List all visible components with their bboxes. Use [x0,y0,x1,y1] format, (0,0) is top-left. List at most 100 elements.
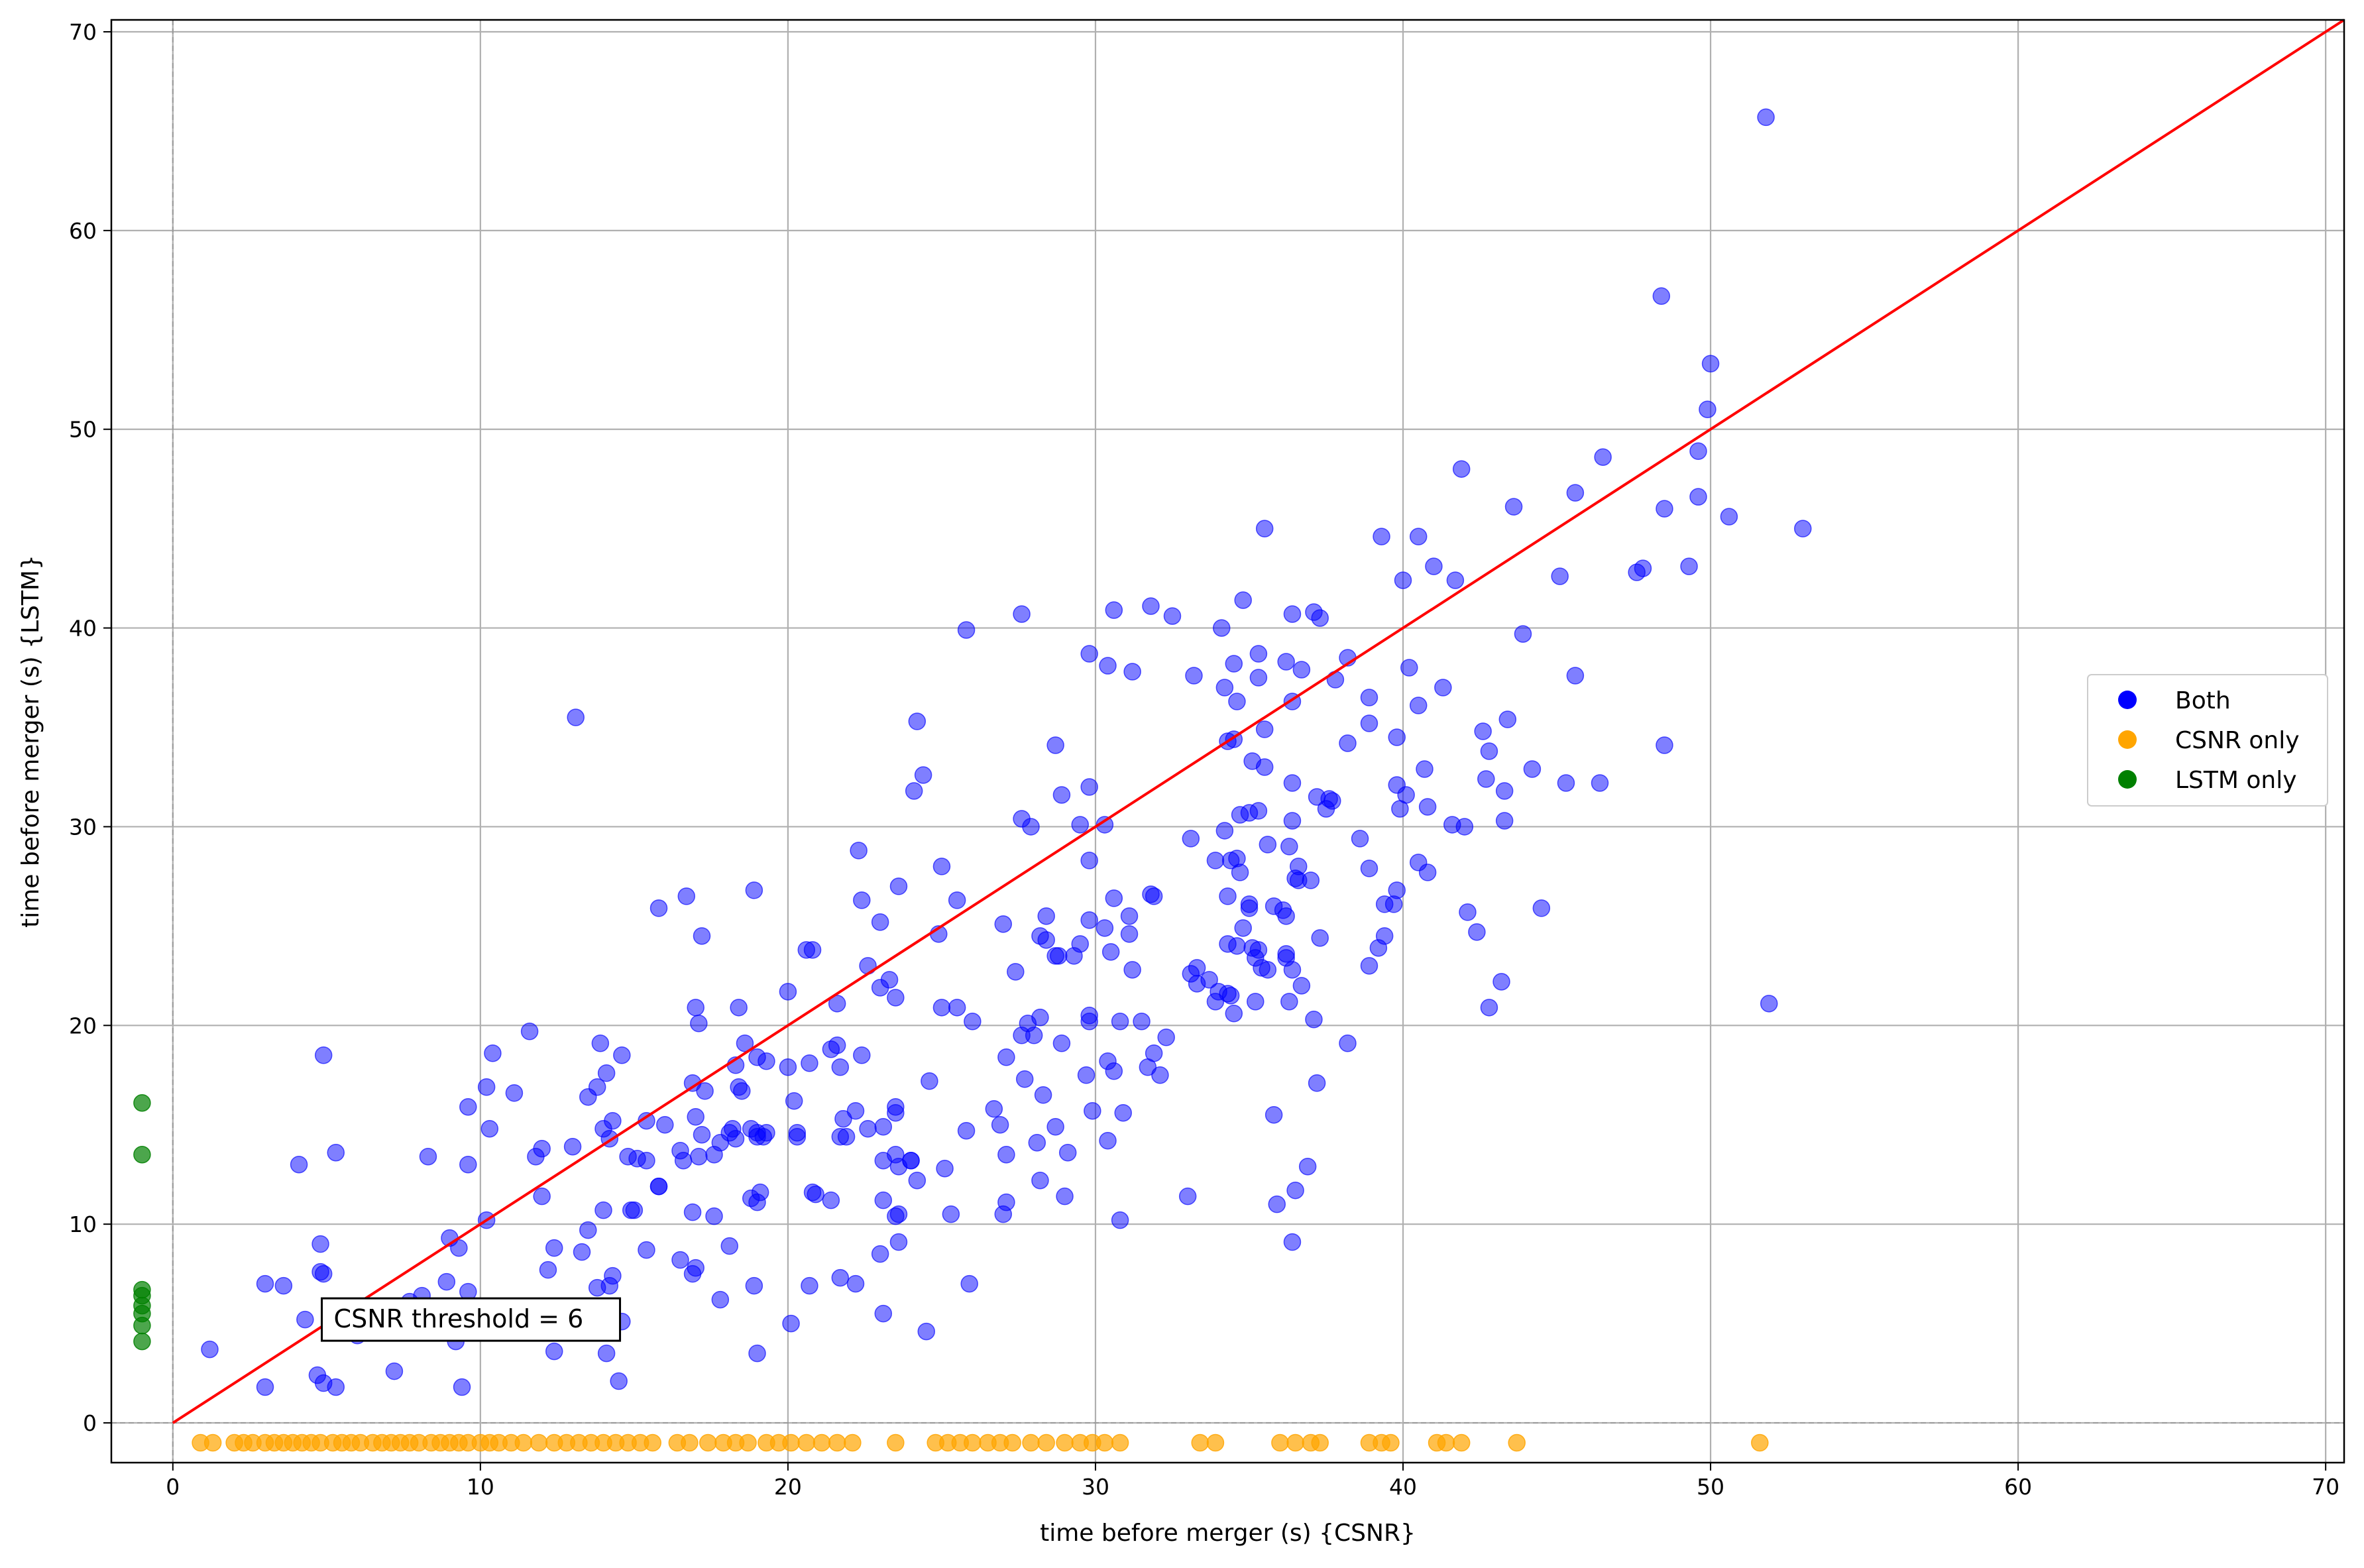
point [1003,1433,1021,1452]
point [948,891,966,909]
point [1225,1005,1243,1023]
y-tick-label: 50 [69,417,97,443]
point [779,983,797,1001]
point [1280,838,1298,856]
point [533,1187,551,1205]
point [1028,1133,1046,1152]
point [1259,961,1277,979]
point [948,999,966,1017]
point [656,1115,674,1134]
point [1031,1009,1049,1027]
point [1720,508,1738,526]
point [1077,1066,1096,1084]
point [133,1093,151,1112]
point [1699,400,1717,418]
point [419,1147,437,1166]
point [1492,973,1510,991]
point [997,1145,1015,1164]
point [994,1205,1012,1223]
x-tick-label: 40 [1389,1474,1417,1500]
point [1416,760,1434,778]
point [1504,498,1523,516]
series-csnr-only [192,1433,1769,1452]
point [1508,1433,1526,1452]
point [1326,671,1345,689]
point [828,1433,846,1452]
point [1452,1433,1471,1452]
point [1455,818,1474,836]
point [853,891,871,909]
point [1280,993,1298,1011]
point [699,1433,717,1452]
point [1111,1013,1129,1031]
point [1339,734,1357,752]
point [1498,710,1517,728]
point [1080,911,1098,929]
point [1046,1117,1064,1136]
point [1056,1187,1074,1205]
x-tick-label: 10 [467,1474,494,1500]
x-tick-label: 0 [166,1474,180,1500]
point [1206,993,1225,1011]
point [859,957,877,975]
point [638,1151,655,1170]
point [853,1046,871,1064]
point [1283,774,1302,792]
point [960,1274,978,1293]
point [1234,919,1252,937]
point [1080,852,1098,869]
point [539,1260,557,1279]
point [1247,993,1265,1011]
zero-lines [111,20,2344,1463]
point [1566,484,1585,502]
point [545,1342,563,1361]
legend-marker-both [2118,691,2137,709]
point [1305,1011,1323,1029]
legend: Both CSNR only LSTM only [2087,674,2328,807]
point [1096,1433,1114,1452]
y-tick-label: 20 [69,1013,97,1038]
point [1311,929,1329,947]
y-tick-label: 0 [83,1410,97,1436]
point [905,782,923,800]
point [1283,961,1302,979]
x-tick-label: 30 [1082,1474,1109,1500]
point [1249,802,1268,820]
point [1339,1035,1357,1052]
point [1283,812,1302,830]
point [484,1044,502,1062]
point [1185,667,1203,685]
point [1120,907,1139,925]
point [889,1205,908,1223]
point [1022,818,1040,836]
point [256,1378,274,1396]
legend-label-both: Both [2175,687,2231,714]
y-tick-label: 60 [69,218,97,244]
reference-diagonal-line [172,19,2345,1424]
point [597,1064,616,1082]
point [1495,812,1514,830]
point [887,989,905,1007]
point [1532,899,1551,917]
point [871,1245,889,1263]
point [801,1054,818,1072]
point [1071,935,1090,953]
point [779,1058,797,1076]
point [1215,679,1234,697]
point [874,1304,893,1323]
point [1477,770,1495,788]
point [638,1241,655,1259]
point [477,1078,496,1096]
point [1360,689,1379,706]
point [1096,919,1114,937]
point [1388,728,1406,746]
point [942,1205,960,1223]
legend-item-csnr-only: CSNR only [2118,727,2300,754]
y-axis-label: time before merger (s) {LSTM} [17,555,44,928]
point [696,1082,714,1100]
point [591,1035,610,1052]
point [1283,605,1302,623]
point [690,1147,708,1166]
point [1656,736,1673,754]
point [687,999,704,1017]
